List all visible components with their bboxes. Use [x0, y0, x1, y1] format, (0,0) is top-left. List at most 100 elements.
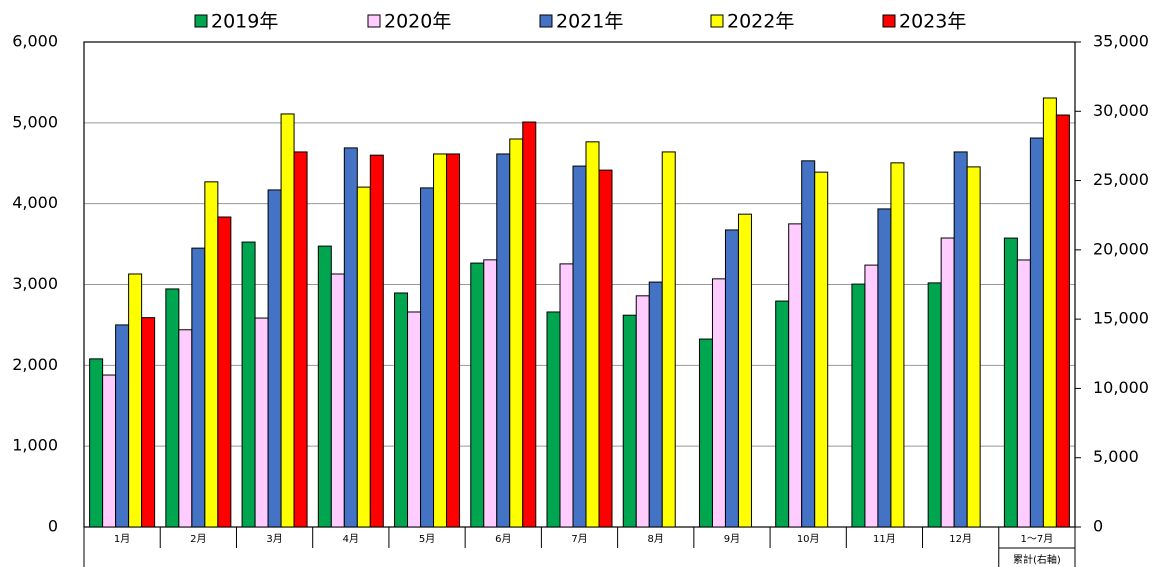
- x-tick-label: 2月: [190, 533, 206, 545]
- legend-label: 2023年: [899, 11, 966, 33]
- bar: [851, 283, 866, 528]
- bar: [661, 151, 676, 528]
- x-tick-label: 6月: [495, 533, 511, 545]
- bar: [254, 317, 269, 528]
- y2-tick-label: 25,000: [1093, 170, 1149, 189]
- bar: [1029, 137, 1044, 528]
- bar: [191, 247, 206, 528]
- y2-tick-label: 15,000: [1093, 309, 1149, 328]
- y-tick-label: 3,000: [12, 274, 58, 293]
- bar: [775, 300, 790, 528]
- x-tick-label: 12月: [949, 533, 972, 545]
- y2-tick-label: 30,000: [1093, 101, 1149, 120]
- bar: [280, 113, 295, 528]
- legend-label: 2019年: [211, 11, 278, 33]
- bar: [178, 329, 193, 528]
- bar: [217, 216, 232, 528]
- bar: [890, 162, 905, 528]
- bar: [115, 324, 130, 528]
- x-tick-label: 1月: [114, 533, 130, 545]
- bar: [394, 292, 409, 528]
- legend-swatch: [539, 14, 553, 28]
- bar: [585, 141, 600, 528]
- bar: [711, 278, 726, 528]
- bar: [89, 358, 104, 528]
- legend-label: 2021年: [556, 11, 623, 33]
- bar: [343, 147, 358, 528]
- bar: [648, 281, 663, 528]
- bar: [559, 263, 574, 528]
- bar: [1042, 97, 1057, 528]
- y-tick-label: 0: [48, 517, 58, 536]
- y2-tick-label: 0: [1093, 517, 1103, 536]
- bar: [407, 311, 422, 528]
- bar: [635, 295, 650, 528]
- bar: [241, 241, 256, 528]
- legend-swatch: [194, 14, 208, 28]
- bar: [267, 189, 282, 528]
- bar: [864, 264, 879, 528]
- bar: [953, 151, 968, 528]
- bar: [483, 259, 498, 528]
- bar: [801, 160, 816, 528]
- bar: [204, 181, 219, 528]
- bar: [966, 166, 981, 528]
- legend-label: 2020年: [384, 11, 451, 33]
- bar: [1003, 237, 1018, 528]
- bar: [330, 273, 345, 528]
- bar: [622, 314, 637, 528]
- y2-tick-label: 10,000: [1093, 378, 1149, 397]
- bar: [420, 187, 435, 528]
- bar: [927, 282, 942, 528]
- x-tick-label: 3月: [266, 533, 282, 545]
- y-tick-label: 6,000: [12, 32, 58, 51]
- x-tick-label: 1～7月: [1021, 533, 1054, 545]
- y-tick-label: 5,000: [12, 112, 58, 131]
- y-tick-label: 4,000: [12, 193, 58, 212]
- bar: [128, 273, 143, 528]
- x-tick-label: 10月: [797, 533, 820, 545]
- legend-label: 2022年: [727, 11, 794, 33]
- legend-swatch: [710, 14, 724, 28]
- x-tick-label: 7月: [571, 533, 587, 545]
- bar: [470, 262, 485, 528]
- bar: [141, 317, 156, 528]
- bar: [165, 288, 180, 528]
- bar: [1016, 259, 1031, 528]
- bar: [433, 153, 448, 528]
- bar: [877, 208, 892, 528]
- y2-tick-label: 20,000: [1093, 239, 1149, 258]
- y-tick-label: 2,000: [12, 355, 58, 374]
- bar: [724, 229, 739, 528]
- bar: [496, 153, 511, 528]
- x-note: 累計(右軸): [1013, 553, 1061, 566]
- y2-tick-label: 35,000: [1093, 32, 1149, 51]
- bar: [598, 169, 613, 528]
- bar: [522, 121, 537, 528]
- bar: [102, 374, 117, 528]
- x-tick-label: 4月: [343, 533, 359, 545]
- bar: [369, 154, 384, 528]
- x-tick-label: 9月: [724, 533, 740, 545]
- bar: [940, 237, 955, 528]
- bar: [293, 151, 308, 528]
- bar: [446, 153, 461, 528]
- bar: [546, 311, 561, 528]
- x-tick-label: 5月: [419, 533, 435, 545]
- y2-tick-label: 5,000: [1093, 447, 1139, 466]
- legend-swatch: [367, 14, 381, 28]
- legend-swatch: [882, 14, 896, 28]
- bar: [509, 138, 524, 528]
- bar: [1055, 114, 1070, 528]
- y-tick-label: 1,000: [12, 436, 58, 455]
- bar: [737, 213, 752, 528]
- bar: [814, 171, 829, 528]
- bar: [317, 245, 332, 528]
- x-tick-label: 8月: [648, 533, 664, 545]
- bar: [788, 223, 803, 528]
- bar: [572, 165, 587, 528]
- bar: [356, 186, 371, 528]
- bar: [698, 338, 713, 528]
- x-tick-label: 11月: [873, 533, 896, 545]
